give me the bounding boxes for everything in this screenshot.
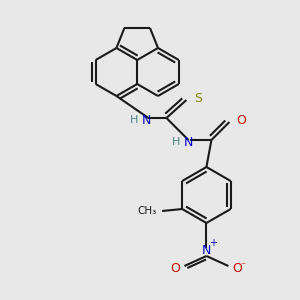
Text: N: N	[141, 113, 151, 127]
Text: H: H	[172, 137, 181, 147]
Text: H: H	[130, 115, 139, 125]
Text: +: +	[209, 238, 217, 248]
Text: O: O	[232, 262, 242, 275]
Text: O: O	[236, 113, 246, 127]
Text: ⁻: ⁻	[240, 261, 246, 271]
Text: O: O	[171, 262, 180, 275]
Text: N: N	[183, 136, 193, 148]
Text: N: N	[202, 244, 211, 256]
Text: CH₃: CH₃	[137, 206, 156, 216]
Text: S: S	[194, 92, 202, 104]
